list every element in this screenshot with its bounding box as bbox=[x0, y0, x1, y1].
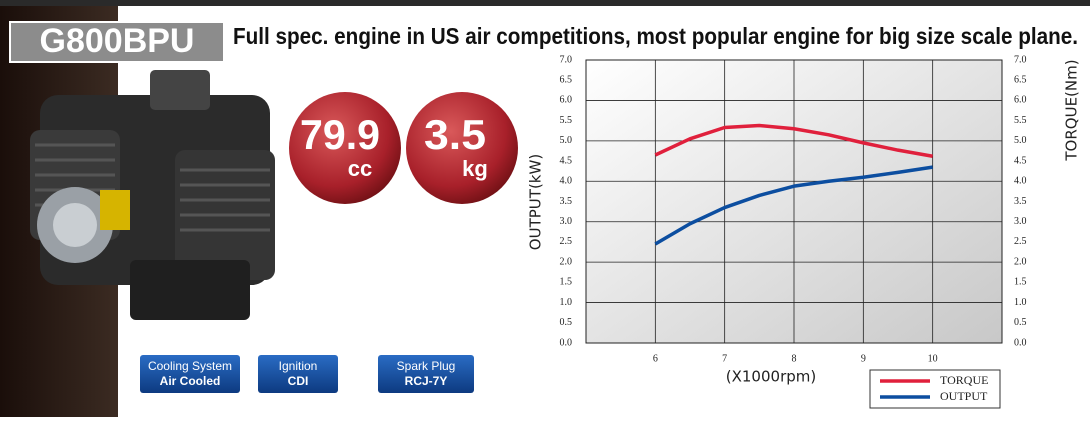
x-tick-label: 10 bbox=[928, 353, 938, 364]
y2-tick-label: 4.5 bbox=[1014, 155, 1027, 166]
y-tick-label: 7.0 bbox=[560, 54, 573, 65]
model-box bbox=[9, 21, 225, 63]
y-tick-label: 6.0 bbox=[560, 95, 573, 106]
y2-tick-label: 0.5 bbox=[1014, 317, 1027, 328]
x-tick-label: 7 bbox=[722, 353, 727, 364]
y2-tick-label: 4.0 bbox=[1014, 176, 1027, 187]
model: G800BPU bbox=[40, 22, 195, 60]
x-tick-label: 8 bbox=[792, 353, 797, 364]
y2-tick-label: 0.0 bbox=[1014, 337, 1027, 348]
badge-unit: cc bbox=[348, 156, 372, 181]
badge bbox=[406, 92, 518, 204]
plot-frame bbox=[585, 59, 1003, 344]
x-axis-label: (X1000rpm) bbox=[726, 368, 816, 386]
y2-tick-label: 6.5 bbox=[1014, 75, 1027, 86]
y-tick-label: 4.5 bbox=[560, 155, 573, 166]
legend-label: OUTPUT bbox=[940, 389, 988, 403]
line-series bbox=[654, 123, 933, 158]
badge bbox=[289, 92, 401, 204]
legend bbox=[869, 369, 1001, 409]
spec-box bbox=[258, 355, 338, 393]
headline: Full spec. engine in US air competitions… bbox=[233, 23, 1078, 49]
top-stripe bbox=[0, 0, 1090, 6]
y2-tick-label: 2.5 bbox=[1014, 236, 1027, 247]
y2-axis-label: TORQUE(Nm) bbox=[1063, 59, 1081, 161]
y2-tick-label: 2.0 bbox=[1014, 256, 1027, 267]
y-tick-label: 3.0 bbox=[560, 216, 573, 227]
badge-value: 3.5 bbox=[424, 111, 486, 158]
y2-tick-label: 3.5 bbox=[1014, 196, 1027, 207]
y-tick-label: 0.0 bbox=[560, 337, 573, 348]
y-tick-label: 4.0 bbox=[560, 176, 573, 187]
badge-value: 79.9 bbox=[300, 111, 380, 158]
spec-label: Ignition bbox=[279, 359, 318, 373]
x-tick-label: 9 bbox=[861, 353, 866, 364]
y-tick-label: 5.5 bbox=[560, 115, 573, 126]
y-tick-label: 0.5 bbox=[560, 317, 573, 328]
y-tick-label: 6.5 bbox=[560, 75, 573, 86]
y-tick-label: 2.5 bbox=[560, 236, 573, 247]
y-axis-label: OUTPUT(kW) bbox=[527, 154, 545, 250]
x-tick-label: 6 bbox=[653, 353, 658, 364]
y-tick-label: 2.0 bbox=[560, 256, 573, 267]
y-tick-label: 1.5 bbox=[560, 277, 573, 288]
y-tick-label: 5.0 bbox=[560, 135, 573, 146]
y2-tick-label: 1.0 bbox=[1014, 297, 1027, 308]
y2-tick-label: 1.5 bbox=[1014, 277, 1027, 288]
engine-image bbox=[30, 70, 275, 320]
y2-tick-label: 3.0 bbox=[1014, 216, 1027, 227]
y2-tick-label: 5.0 bbox=[1014, 135, 1027, 146]
spec-box bbox=[378, 355, 474, 393]
spec-label: Cooling System bbox=[148, 359, 232, 373]
spec-value: CDI bbox=[288, 374, 309, 388]
badge-unit: kg bbox=[462, 156, 488, 181]
line-series bbox=[654, 165, 933, 246]
y-tick-label: 1.0 bbox=[560, 297, 573, 308]
y2-tick-label: 7.0 bbox=[1014, 54, 1027, 65]
y2-tick-label: 5.5 bbox=[1014, 115, 1027, 126]
spec-value: RCJ-7Y bbox=[405, 374, 448, 388]
spec-box bbox=[140, 355, 240, 393]
spec-label: Spark Plug bbox=[397, 359, 456, 373]
y-tick-label: 3.5 bbox=[560, 196, 573, 207]
y2-tick-label: 6.0 bbox=[1014, 95, 1027, 106]
legend-label: TORQUE bbox=[940, 373, 988, 387]
spec-value: Air Cooled bbox=[160, 374, 221, 388]
